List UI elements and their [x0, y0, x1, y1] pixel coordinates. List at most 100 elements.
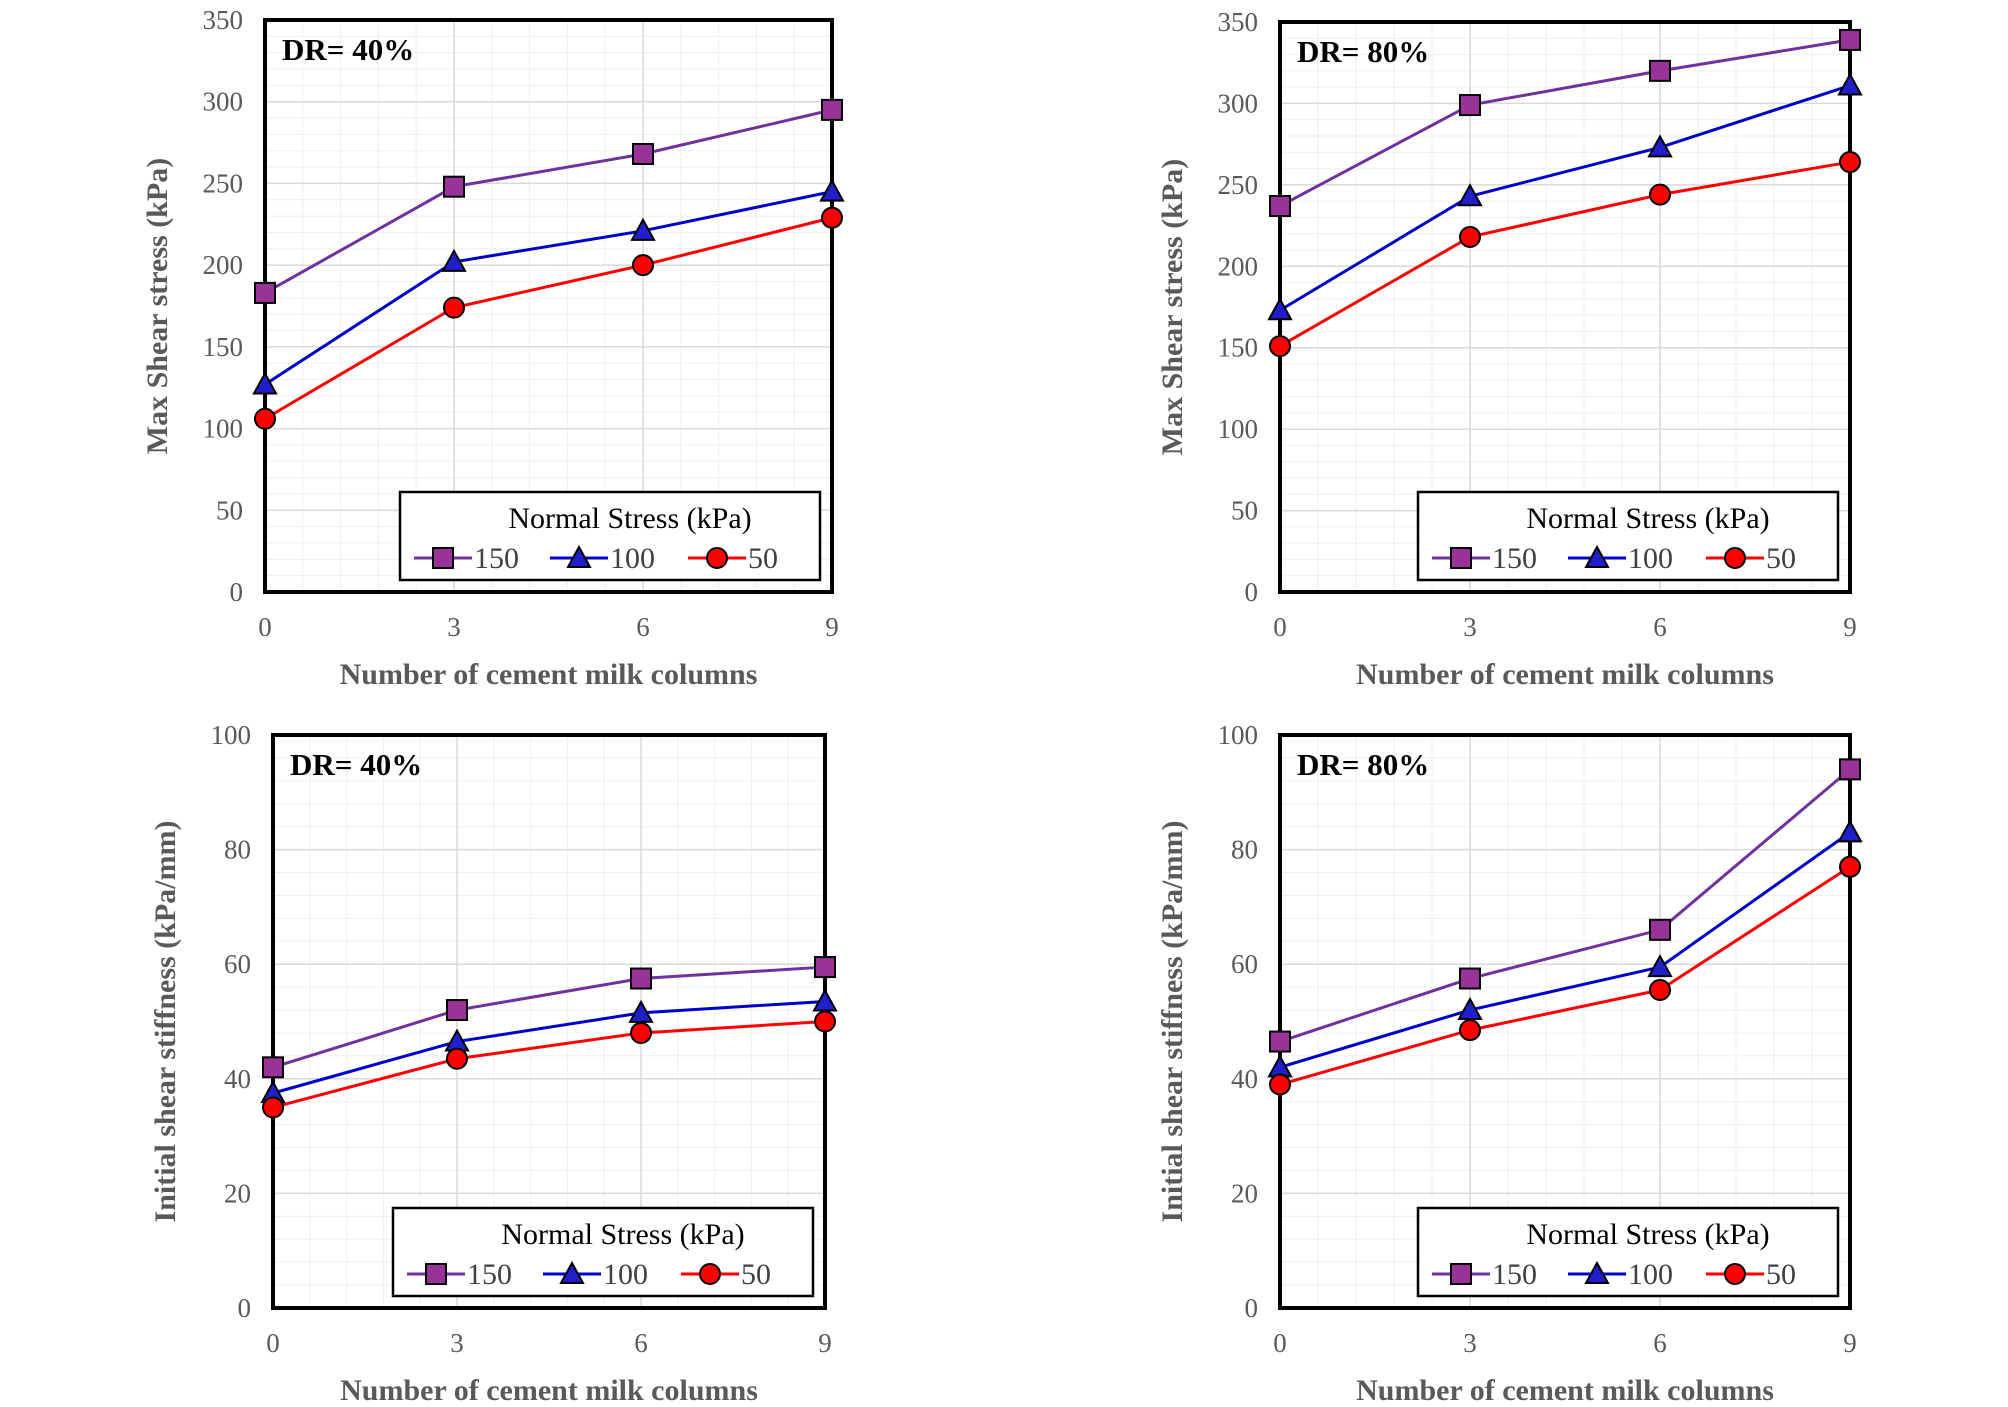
data-point-150	[1269, 1030, 1291, 1053]
x-tick-label: 3	[447, 612, 461, 642]
series-line-100	[264, 190, 833, 386]
y-tick-label: 100	[1218, 720, 1259, 750]
data-point-50	[254, 407, 276, 430]
data-point-100	[441, 248, 467, 272]
y-tick-label: 0	[1245, 577, 1259, 607]
y-axis-title: Max Shear stress (kPa)	[141, 158, 174, 454]
panel-label: DR= 40%	[290, 747, 422, 782]
data-point-50	[1649, 183, 1671, 206]
data-point-150	[1649, 918, 1671, 941]
data-point-150	[814, 956, 836, 979]
data-point-50	[1459, 225, 1481, 248]
y-tick-label: 300	[1218, 88, 1259, 118]
y-tick-label: 80	[224, 835, 251, 865]
chart-panel-1: 0 50 100 150 200 250 300 350 0 3 6 9 Number of cemen…	[141, 5, 845, 691]
y-tick-label: 40	[1231, 1064, 1258, 1094]
data-point-50	[1459, 1019, 1481, 1042]
y-tick-label: 0	[238, 1293, 252, 1323]
legend: Normal Stress (kPa) 150 100 50	[1416, 1206, 1840, 1298]
data-point-100	[1837, 72, 1863, 96]
legend: Normal Stress (kPa) 150 100 50	[1416, 490, 1840, 582]
y-tick-label: 100	[1218, 414, 1259, 444]
data-point-100	[812, 988, 838, 1012]
x-tick-label: 3	[1463, 612, 1477, 642]
data-point-150	[821, 98, 843, 121]
data-point-150	[1269, 195, 1291, 218]
legend-marker-150	[1450, 1263, 1472, 1285]
x-tick-label: 0	[1273, 1328, 1287, 1358]
data-point-50	[446, 1047, 468, 1070]
y-tick-label: 250	[1218, 170, 1259, 200]
x-tick-label: 9	[825, 612, 839, 642]
x-tick-label: 0	[258, 612, 272, 642]
data-point-50	[630, 1021, 652, 1044]
data-point-150	[254, 281, 276, 304]
y-tick-label: 80	[1231, 835, 1258, 865]
data-point-50	[1839, 151, 1861, 174]
legend-title: Normal Stress (kPa)	[508, 502, 751, 535]
x-tick-label: 6	[634, 1328, 648, 1358]
series-line-50	[264, 216, 833, 421]
y-tick-label: 20	[1231, 1178, 1258, 1208]
y-tick-label: 50	[216, 495, 243, 525]
data-point-50	[1839, 855, 1861, 878]
x-axis-title: Number of cement milk columns	[340, 1374, 758, 1407]
y-tick-label: 0	[230, 577, 244, 607]
x-tick-label: 0	[1273, 612, 1287, 642]
data-point-100	[630, 217, 656, 241]
x-axis-title: Number of cement milk columns	[1356, 1374, 1774, 1407]
y-tick-label: 100	[211, 720, 252, 750]
legend-label-100: 100	[603, 1258, 648, 1291]
legend-marker-50	[699, 1263, 721, 1285]
data-point-150	[1459, 967, 1481, 990]
legend-marker-150	[425, 1263, 447, 1285]
data-point-150	[1839, 28, 1861, 51]
series-line-50	[1279, 160, 1851, 348]
legend-marker-100	[1584, 1260, 1610, 1284]
legend-label-150: 150	[1492, 542, 1537, 575]
x-tick-label: 3	[1463, 1328, 1477, 1358]
data-point-50	[821, 206, 843, 229]
data-point-100	[252, 371, 278, 395]
chart-panel-3: 0 20 40 60 80 100 0 3 6 9 Number of cement milk co…	[149, 720, 838, 1407]
x-tick-label: 6	[1653, 612, 1667, 642]
legend: Normal Stress (kPa) 150 100 50	[398, 490, 822, 582]
y-tick-label: 20	[224, 1178, 251, 1208]
data-point-100	[1837, 819, 1863, 843]
legend-box	[1416, 490, 1840, 582]
x-axis-title: Number of cement milk columns	[340, 658, 758, 691]
data-point-150	[262, 1056, 284, 1079]
data-point-100	[1647, 953, 1673, 978]
data-point-150	[1839, 758, 1861, 781]
data-point-100	[1457, 183, 1483, 207]
data-point-100	[628, 999, 654, 1023]
data-point-50	[814, 1010, 836, 1033]
y-tick-label: 60	[1231, 949, 1258, 979]
y-tick-label: 0	[1245, 1293, 1259, 1323]
legend-marker-100	[559, 1260, 585, 1284]
legend-title: Normal Stress (kPa)	[1526, 502, 1769, 535]
data-point-100	[819, 178, 845, 202]
plot-frame	[263, 18, 834, 594]
x-tick-label: 6	[636, 612, 650, 642]
x-axis-title: Number of cement milk columns	[1356, 658, 1774, 691]
legend-label-50: 50	[741, 1258, 771, 1291]
y-tick-label: 60	[224, 949, 251, 979]
x-tick-label: 6	[1653, 1328, 1667, 1358]
legend-label-150: 150	[1492, 1258, 1537, 1291]
legend-title: Normal Stress (kPa)	[501, 1218, 744, 1251]
data-point-150	[630, 967, 652, 990]
legend-marker-100	[1584, 544, 1610, 568]
series-line-150	[1279, 38, 1851, 208]
data-point-150	[446, 999, 468, 1022]
data-point-150	[443, 175, 465, 198]
y-tick-label: 50	[1231, 496, 1258, 526]
data-point-100	[1647, 134, 1673, 158]
y-tick-label: 350	[1218, 7, 1259, 37]
y-tick-label: 150	[1218, 333, 1259, 363]
plot-frame	[1278, 733, 1852, 1310]
legend-label-100: 100	[1628, 1258, 1673, 1291]
panel-label: DR= 80%	[1297, 34, 1429, 69]
data-point-150	[1649, 59, 1671, 82]
legend-label-50: 50	[1766, 542, 1796, 575]
